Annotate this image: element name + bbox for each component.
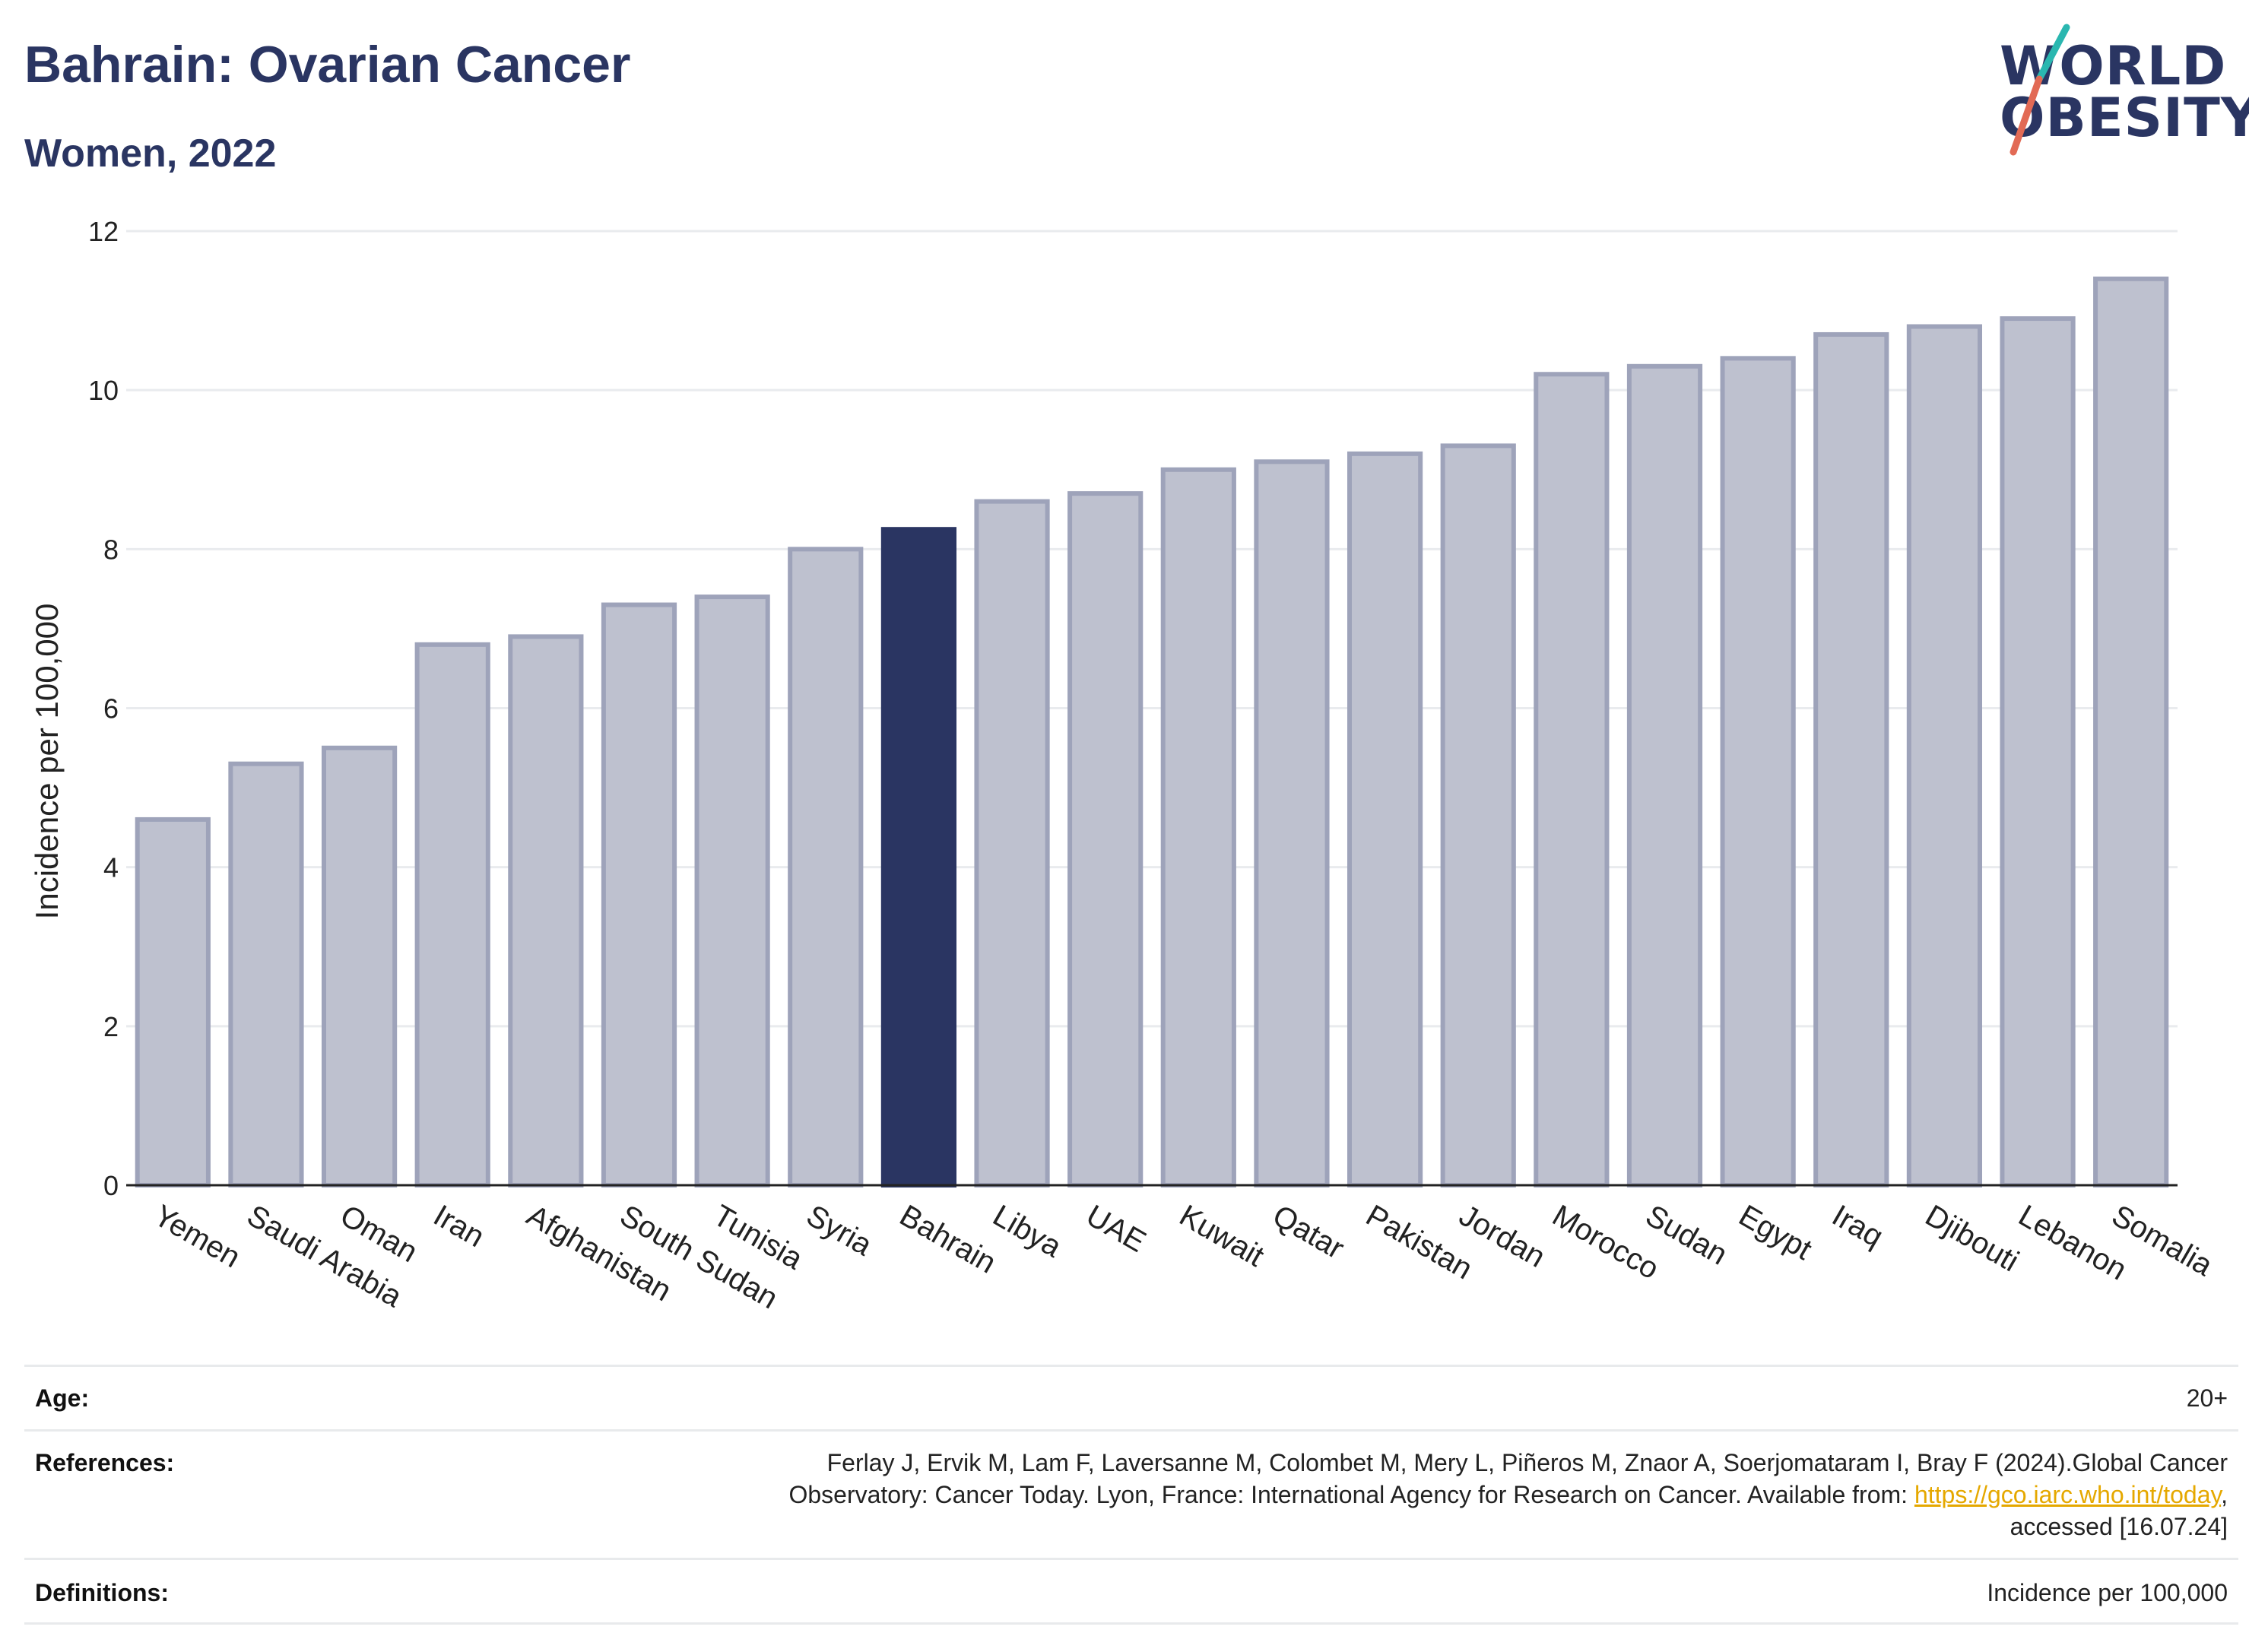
- x-tick-label: Pakistan: [1360, 1199, 1478, 1286]
- bar-south-sudan: [601, 602, 677, 1187]
- references-line-3: accessed [16.07.24]: [2010, 1513, 2228, 1540]
- bar-qatar: [1254, 459, 1330, 1187]
- references-comma: ,: [2221, 1481, 2228, 1508]
- x-tick-label: Iraq: [1826, 1199, 1889, 1254]
- bar-afghanistan: [508, 634, 584, 1187]
- bar-sudan: [1626, 363, 1703, 1188]
- bar-saudi-arabia: [228, 761, 304, 1187]
- references-line-2: Observatory: Cancer Today. Lyon, France:…: [788, 1481, 1914, 1508]
- footer-row-age: Age: 20+: [24, 1365, 2238, 1429]
- bar-iran: [414, 642, 490, 1187]
- logo-line-2: OBESITY: [2000, 87, 2249, 149]
- x-tick-label: Kuwait: [1174, 1199, 1270, 1273]
- bar-syria: [788, 547, 864, 1188]
- bar-tunisia: [694, 595, 770, 1187]
- chart-bars: [135, 276, 2169, 1188]
- bar-libya: [974, 499, 1050, 1188]
- bar-morocco: [1534, 372, 1610, 1187]
- chart-footer: Age: 20+ References: Ferlay J, Ervik M, …: [24, 1365, 2238, 1625]
- footer-row-references: References: Ferlay J, Ervik M, Lam F, La…: [24, 1429, 2238, 1558]
- footer-row-definitions: Definitions: Incidence per 100,000: [24, 1558, 2238, 1625]
- y-tick-label: 0: [103, 1170, 119, 1201]
- bar-kuwait: [1160, 467, 1236, 1187]
- chart-title: Bahrain: Ovarian Cancer: [24, 36, 631, 94]
- references-label: References:: [35, 1449, 175, 1476]
- x-tick-label: Saudi Arabia: [241, 1199, 408, 1314]
- x-tick-label: Syria: [801, 1199, 878, 1263]
- x-tick-label: Lebanon: [2013, 1199, 2133, 1287]
- definitions-value: Incidence per 100,000: [1987, 1579, 2228, 1606]
- bar-egypt: [1720, 356, 1796, 1187]
- y-axis-label: Incidence per 100,000: [29, 604, 65, 920]
- bar-jordan: [1440, 443, 1516, 1187]
- x-tick-label: UAE: [1080, 1199, 1151, 1259]
- bar-oman: [321, 745, 398, 1187]
- references-text: Ferlay J, Ervik M, Lam F, Laversanne M, …: [541, 1432, 2238, 1543]
- x-tick-label: Egypt: [1734, 1199, 1818, 1267]
- bar-iraq: [1813, 331, 1889, 1187]
- x-tick-label: Bahrain: [894, 1199, 1001, 1280]
- y-tick-label: 2: [103, 1011, 119, 1042]
- world-obesity-logo: WORLD OBESITY: [1990, 23, 2249, 160]
- references-link[interactable]: https://gco.iarc.who.int/today: [1914, 1481, 2222, 1508]
- y-tick-label: 4: [103, 852, 119, 883]
- bar-uae: [1067, 491, 1144, 1187]
- y-tick-label: 8: [103, 534, 119, 565]
- bar-pakistan: [1347, 451, 1423, 1188]
- bar-bahrain: [880, 527, 957, 1187]
- y-tick-label: 12: [88, 216, 119, 247]
- definitions-label: Definitions:: [35, 1579, 169, 1606]
- x-tick-label: Qatar: [1267, 1199, 1350, 1266]
- references-line-1: Ferlay J, Ervik M, Lam F, Laversanne M, …: [826, 1449, 2228, 1476]
- x-tick-label: Yemen: [148, 1199, 246, 1275]
- y-tick-label: 6: [103, 693, 119, 725]
- logo-slash-icon: [2010, 24, 2070, 156]
- bar-yemen: [135, 816, 211, 1188]
- bar-lebanon: [2000, 316, 2076, 1188]
- y-tick-label: 10: [88, 375, 119, 406]
- x-tick-label: Djibouti: [1920, 1199, 2025, 1279]
- age-label: Age:: [35, 1384, 90, 1412]
- bar-djibouti: [1906, 324, 1983, 1187]
- x-tick-label: Iran: [428, 1199, 490, 1254]
- x-tick-label: Morocco: [1546, 1199, 1664, 1286]
- age-value: 20+: [2186, 1384, 2228, 1412]
- bar-somalia: [2093, 276, 2169, 1187]
- chart-subtitle: Women, 2022: [24, 132, 277, 176]
